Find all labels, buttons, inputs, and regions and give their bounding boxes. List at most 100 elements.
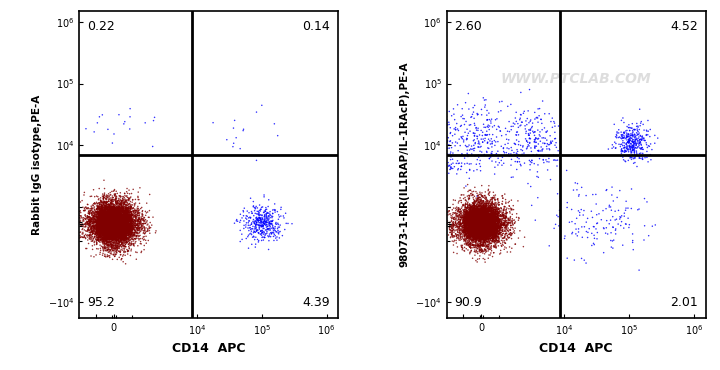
Point (476, 249, 487, 255)
Point (97, 215, 109, 221)
Point (467, 205, 479, 211)
Point (101, 218, 112, 223)
Point (113, 226, 125, 232)
Point (487, 228, 498, 233)
Point (118, 212, 130, 218)
Point (535, 148, 546, 154)
Point (475, 223, 487, 229)
Point (468, 217, 480, 223)
Point (104, 215, 115, 221)
Point (240, 222, 251, 228)
Point (486, 216, 498, 222)
Point (464, 193, 475, 199)
Point (104, 228, 115, 234)
Point (113, 223, 125, 229)
Point (104, 222, 116, 228)
Point (485, 240, 497, 246)
Point (473, 225, 485, 231)
Point (469, 132, 480, 138)
Point (480, 218, 491, 223)
Point (103, 215, 114, 221)
Point (483, 235, 495, 241)
Point (469, 238, 481, 244)
Point (103, 231, 114, 236)
Point (472, 224, 484, 230)
Point (116, 228, 127, 234)
Point (124, 226, 135, 232)
Point (122, 202, 133, 208)
Point (97, 209, 109, 215)
Point (126, 233, 138, 239)
Point (117, 213, 129, 219)
Point (92, 204, 104, 210)
Point (106, 230, 117, 236)
Point (120, 238, 132, 244)
Point (504, 232, 516, 238)
Point (476, 220, 487, 226)
Point (117, 231, 128, 237)
Point (106, 232, 117, 238)
Point (108, 225, 120, 231)
Point (107, 216, 118, 222)
Point (469, 222, 481, 228)
Point (479, 207, 490, 213)
Point (104, 232, 115, 238)
Point (119, 216, 130, 222)
Point (525, 184, 536, 189)
Point (468, 223, 480, 229)
Point (459, 213, 471, 219)
Point (251, 228, 262, 234)
Point (97, 196, 109, 202)
Point (264, 227, 275, 233)
Point (463, 210, 474, 216)
Point (116, 242, 127, 248)
Point (464, 211, 475, 217)
Point (94, 232, 106, 238)
Point (473, 219, 485, 225)
Point (482, 242, 494, 248)
Point (121, 226, 132, 232)
Point (487, 215, 499, 221)
Point (470, 209, 482, 215)
Point (126, 222, 138, 228)
Point (102, 220, 114, 226)
Point (81, 206, 92, 212)
Point (469, 239, 481, 245)
Point (462, 225, 473, 231)
Point (437, 145, 449, 151)
Point (491, 232, 503, 238)
Point (456, 243, 467, 249)
Point (116, 215, 127, 221)
Point (103, 226, 114, 232)
Point (454, 209, 466, 215)
Point (481, 248, 492, 254)
Point (500, 204, 511, 210)
Point (132, 226, 144, 232)
Point (456, 235, 468, 241)
Point (472, 232, 484, 238)
Point (107, 204, 118, 209)
Point (104, 222, 115, 228)
Point (461, 235, 472, 241)
Point (93, 219, 104, 225)
Point (109, 222, 120, 228)
Point (112, 221, 123, 227)
Point (408, 120, 420, 125)
Point (82, 227, 94, 233)
Point (447, 222, 459, 228)
Point (480, 224, 491, 230)
Point (102, 212, 114, 218)
Point (481, 221, 492, 227)
Point (466, 212, 477, 218)
Point (463, 221, 474, 227)
Point (102, 226, 113, 232)
Point (106, 229, 117, 235)
Point (86, 193, 97, 199)
Point (475, 218, 487, 224)
Point (480, 229, 492, 235)
Point (100, 219, 112, 225)
Point (474, 221, 485, 226)
Point (102, 232, 113, 238)
Point (478, 209, 490, 215)
Point (469, 210, 480, 216)
